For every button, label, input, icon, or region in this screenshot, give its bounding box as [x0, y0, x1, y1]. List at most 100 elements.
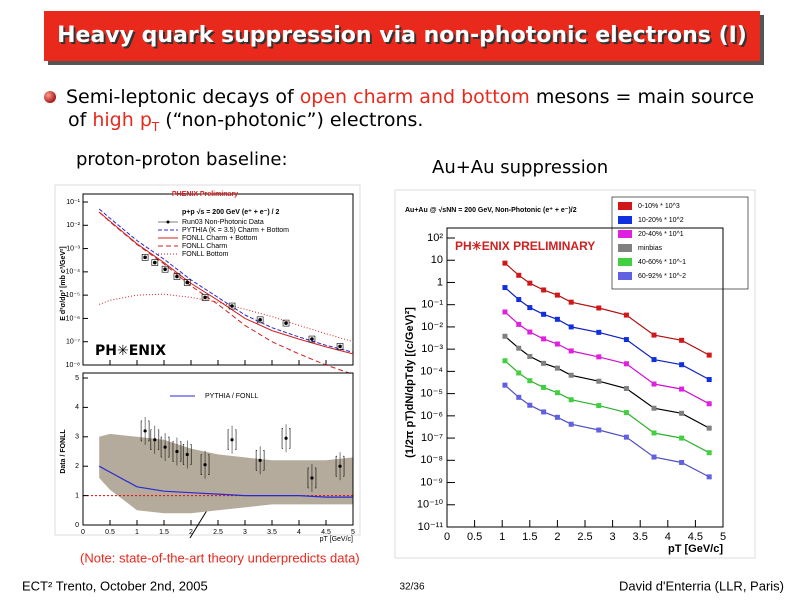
x-tick-label: 3	[610, 531, 616, 543]
x-tick-label: 0.5	[467, 531, 482, 543]
data-point	[651, 430, 657, 436]
data-point	[203, 295, 207, 300]
x-tick-label: 4.5	[321, 529, 331, 536]
plot-title: PHENIX Preliminary	[172, 191, 238, 198]
data-point	[623, 385, 629, 391]
ratio-point	[230, 438, 234, 442]
syst-box	[228, 302, 236, 310]
data-point	[596, 378, 602, 384]
text-run: T	[151, 120, 160, 134]
data-point	[516, 272, 522, 278]
slide-title: Heavy quark suppression via non-photonic…	[57, 23, 747, 48]
y-tick-label: 10⁻⁹	[420, 476, 443, 488]
y-tick-label: 10²	[427, 232, 443, 244]
syst-box	[161, 265, 169, 273]
syst-box	[151, 259, 159, 266]
data-point	[651, 454, 657, 460]
y-tick-label: 0	[75, 522, 79, 529]
syst-box	[183, 279, 191, 286]
data-point	[554, 414, 560, 420]
y-tick-label: 10⁻⁶	[66, 315, 80, 322]
x-tick-label: 3	[243, 529, 247, 536]
y-tick-label: 10⁻⁸	[420, 454, 443, 466]
ratio-curve	[98, 465, 353, 498]
data-point	[258, 318, 262, 322]
y-axis-label: E d³σ/dp³ [mb c³/GeV²]	[60, 246, 67, 320]
syst-box	[282, 319, 290, 327]
x-tick-label: 3.5	[267, 529, 277, 536]
y-tick-label: 10⁻⁶	[420, 410, 443, 422]
data-point	[623, 312, 629, 318]
x-tick-label: 0	[444, 531, 450, 543]
ratio-point	[284, 436, 288, 440]
data-point	[554, 390, 560, 396]
auau-figure	[394, 189, 756, 559]
ratio-point	[338, 464, 342, 468]
syst-box	[141, 254, 149, 261]
text-run: high p	[92, 109, 152, 131]
data-point	[516, 394, 522, 400]
label: Au+Au suppression	[432, 157, 608, 178]
ratio-point	[203, 463, 207, 467]
data-point	[541, 360, 547, 366]
footer-right: David d'Enterria (LLR, Paris)	[619, 578, 784, 593]
data-point	[554, 316, 560, 322]
x-tick-label: 4	[665, 531, 671, 543]
text-run: open charm and bottom	[300, 86, 530, 108]
syst-bracket	[140, 420, 150, 442]
data-point	[568, 299, 574, 305]
legend-swatch	[618, 244, 632, 252]
y-tick-label: 10⁻²	[421, 321, 443, 333]
syst-bracket	[307, 467, 317, 489]
x-tick-label: 2.5	[213, 529, 223, 536]
page-number: 32/36	[399, 582, 424, 593]
data-point	[527, 402, 533, 408]
legend-entry: PYTHIA (K = 3.5) Charm + Bottom	[182, 227, 289, 234]
x-tick-label: 4	[297, 529, 301, 536]
data-point	[706, 352, 712, 358]
x-tick-label: 1	[499, 531, 505, 543]
x-tick-label: 4.5	[688, 531, 703, 543]
syst-bracket	[281, 427, 291, 449]
data-point	[163, 267, 167, 272]
data-point	[554, 292, 560, 298]
theory-curve	[98, 208, 354, 353]
data-point	[502, 382, 508, 388]
data-point	[143, 255, 147, 260]
y-tick-label: 10⁻⁸	[66, 362, 80, 369]
y-tick-label: 3	[75, 434, 79, 441]
plot-title: Au+Au @ √sNN = 200 GeV, Non-Photonic (e⁺…	[405, 206, 577, 214]
data-point	[541, 409, 547, 415]
x-axis-label: pT [GeV/c]	[320, 536, 353, 543]
syst-box	[256, 316, 264, 324]
data-point	[623, 361, 629, 367]
syst-bracket	[160, 436, 170, 458]
text-run: (“non-photonic”) electrons.	[159, 109, 423, 131]
legend-swatch	[618, 230, 632, 238]
legend-entry: FONLL Bottom	[182, 251, 229, 258]
legend-swatch	[618, 202, 632, 210]
legend-entry: 60-92% * 10^-2	[638, 273, 686, 280]
data-point	[541, 311, 547, 317]
y-tick-label: 10⁻³	[421, 343, 443, 355]
data-point	[679, 386, 685, 392]
x-tick-label: 0	[81, 529, 85, 536]
data-point	[502, 358, 508, 364]
data-point	[679, 337, 685, 343]
data-point	[502, 333, 508, 339]
data-point	[623, 410, 629, 416]
x-tick-label: 1	[135, 529, 139, 536]
data-point	[554, 341, 560, 347]
syst-bracket	[200, 454, 210, 476]
legend-entry: 40-60% * 10^-1	[638, 259, 686, 266]
legend-swatch	[618, 272, 632, 280]
watermark: PH✳ENIX PRELIMINARY	[455, 239, 595, 253]
data-point	[185, 280, 190, 285]
y-tick-label: 10⁻¹⁰	[417, 499, 444, 511]
ratio-point	[175, 449, 179, 454]
x-tick-label: 2.5	[577, 531, 592, 543]
data-point	[541, 336, 547, 342]
y-tick-label: 10⁻⁵	[420, 388, 443, 400]
data-point	[679, 435, 685, 441]
data-point	[527, 329, 533, 335]
